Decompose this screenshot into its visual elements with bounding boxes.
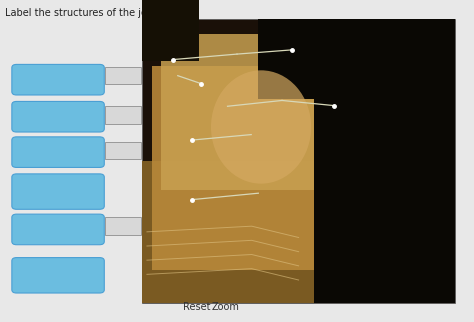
Text: Coraco-acromial
ligament: Coraco-acromial ligament bbox=[21, 182, 95, 201]
Text: Articular capsule: Articular capsule bbox=[20, 112, 96, 121]
FancyBboxPatch shape bbox=[12, 137, 104, 167]
Text: Clavicle: Clavicle bbox=[40, 148, 76, 156]
FancyBboxPatch shape bbox=[12, 64, 104, 95]
FancyBboxPatch shape bbox=[12, 174, 104, 209]
Ellipse shape bbox=[211, 70, 311, 184]
Bar bbox=[142, 19, 455, 303]
Text: Transverse humeral
ligament: Transverse humeral ligament bbox=[13, 266, 103, 285]
Bar bbox=[258, 19, 455, 99]
Bar bbox=[105, 67, 141, 84]
Text: Coracoid process: Coracoid process bbox=[19, 75, 97, 84]
Bar bbox=[142, 0, 199, 61]
Bar bbox=[152, 66, 324, 270]
Bar bbox=[105, 142, 141, 159]
Bar bbox=[142, 161, 361, 303]
Bar bbox=[314, 19, 455, 303]
Text: Acromion: Acromion bbox=[37, 225, 79, 234]
Text: Label the structures of the joint.: Label the structures of the joint. bbox=[5, 8, 163, 18]
FancyBboxPatch shape bbox=[12, 214, 104, 245]
Bar bbox=[105, 106, 141, 124]
FancyBboxPatch shape bbox=[12, 258, 104, 293]
FancyBboxPatch shape bbox=[12, 101, 104, 132]
Bar bbox=[161, 34, 318, 190]
Text: Reset: Reset bbox=[183, 302, 210, 312]
Bar bbox=[105, 217, 141, 235]
Text: Zoom: Zoom bbox=[211, 302, 239, 312]
